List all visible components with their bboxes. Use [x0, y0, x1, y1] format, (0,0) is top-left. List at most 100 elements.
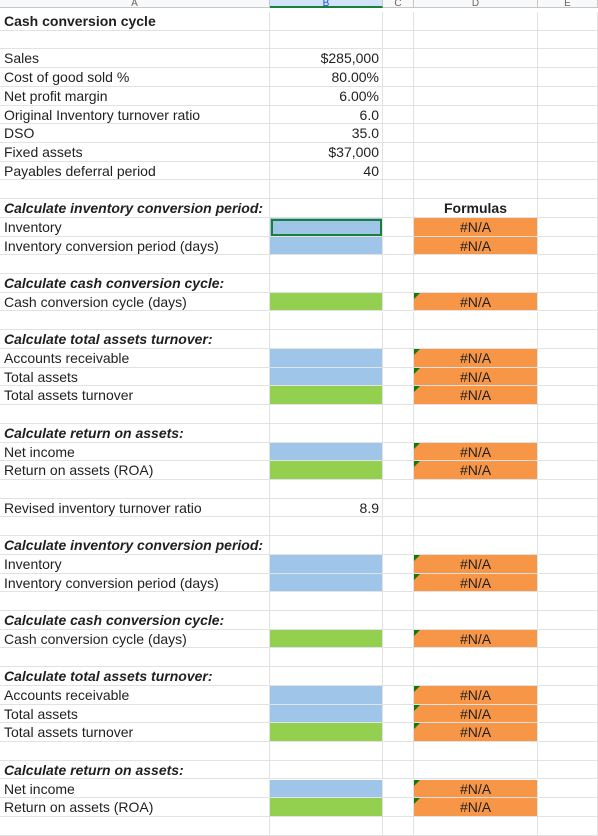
cell-spacer[interactable]	[383, 386, 414, 406]
cell-label[interactable]: Return on assets (ROA)	[0, 461, 270, 480]
cell-spacer[interactable]	[383, 536, 414, 555]
cell-label[interactable]: Cash conversion cycle (days)	[0, 629, 270, 649]
cell-formula[interactable]: #N/A	[414, 236, 538, 256]
cell-spacer[interactable]	[383, 105, 414, 125]
cell-value[interactable]	[270, 779, 383, 799]
cell-spacer[interactable]	[383, 405, 414, 424]
cell-label[interactable]: Cash conversion cycle (days)	[0, 292, 270, 312]
cell-spacer[interactable]	[383, 816, 414, 836]
cell-label[interactable]: Calculate cash conversion cycle:	[0, 274, 270, 293]
cell-empty[interactable]	[538, 12, 598, 31]
cell-value[interactable]: 80.00%	[270, 68, 383, 87]
cell-spacer[interactable]	[383, 68, 414, 87]
cell-formula[interactable]	[414, 760, 538, 780]
cell-label[interactable]: Accounts receivable	[0, 348, 270, 368]
cell-value[interactable]	[270, 386, 383, 406]
cell-formula[interactable]	[414, 648, 538, 668]
cell-value[interactable]	[270, 348, 383, 368]
cell-empty[interactable]	[538, 348, 598, 368]
cell-empty[interactable]	[538, 330, 598, 349]
cell-empty[interactable]	[538, 573, 598, 593]
cell-value[interactable]	[270, 30, 383, 50]
cell-formula[interactable]	[414, 12, 538, 31]
cell-value[interactable]	[270, 442, 383, 462]
cell-empty[interactable]	[538, 554, 598, 574]
cell-label[interactable]: Total assets	[0, 704, 270, 724]
cell-formula[interactable]	[414, 49, 538, 69]
cell-label[interactable]: Inventory conversion period (days)	[0, 573, 270, 593]
cell-label[interactable]: Original Inventory turnover ratio	[0, 105, 270, 125]
cell-formula[interactable]	[414, 611, 538, 630]
cell-spacer[interactable]	[383, 217, 414, 237]
cell-value[interactable]	[270, 199, 383, 218]
cell-formula[interactable]	[414, 86, 538, 106]
cell-formula[interactable]	[414, 423, 538, 443]
cell-spacer[interactable]	[383, 180, 414, 200]
cell-spacer[interactable]	[383, 742, 414, 761]
cell-empty[interactable]	[538, 405, 598, 424]
cell-spacer[interactable]	[383, 480, 414, 499]
cell-value[interactable]	[270, 236, 383, 256]
cell-empty[interactable]	[538, 386, 598, 406]
column-header-e[interactable]: E	[538, 0, 598, 8]
cell-formula[interactable]	[414, 143, 538, 162]
cell-empty[interactable]	[538, 611, 598, 630]
cell-label[interactable]	[0, 517, 270, 537]
cell-spacer[interactable]	[383, 798, 414, 817]
cell-spacer[interactable]	[383, 292, 414, 312]
cell-empty[interactable]	[538, 498, 598, 518]
cell-label[interactable]: Sales	[0, 49, 270, 69]
cell-empty[interactable]	[538, 180, 598, 200]
cell-empty[interactable]	[538, 236, 598, 256]
cell-spacer[interactable]	[383, 554, 414, 574]
cell-formula[interactable]	[414, 330, 538, 349]
cell-spacer[interactable]	[383, 274, 414, 293]
cell-empty[interactable]	[538, 217, 598, 237]
cell-label[interactable]: Payables deferral period	[0, 161, 270, 181]
cell-value[interactable]	[270, 648, 383, 668]
cell-value[interactable]: 8.9	[270, 498, 383, 518]
cell-value[interactable]	[270, 629, 383, 649]
cell-empty[interactable]	[538, 685, 598, 705]
cell-label[interactable]: Calculate inventory conversion period:	[0, 199, 270, 218]
cell-spacer[interactable]	[383, 704, 414, 724]
column-header-a[interactable]: A	[0, 0, 270, 8]
cell-value[interactable]	[270, 180, 383, 200]
cell-formula[interactable]: #N/A	[414, 779, 538, 799]
cell-empty[interactable]	[538, 367, 598, 387]
cell-formula[interactable]	[414, 274, 538, 293]
cell-value[interactable]	[270, 742, 383, 761]
cell-spacer[interactable]	[383, 348, 414, 368]
cell-formula[interactable]: #N/A	[414, 554, 538, 574]
cell-formula[interactable]	[414, 161, 538, 181]
cell-label[interactable]	[0, 480, 270, 499]
cell-label[interactable]: Total assets	[0, 367, 270, 387]
cell-formula[interactable]	[414, 592, 538, 611]
cell-formula[interactable]: #N/A	[414, 442, 538, 462]
cell-spacer[interactable]	[383, 124, 414, 143]
cell-spacer[interactable]	[383, 423, 414, 443]
cell-label[interactable]: Revised inventory turnover ratio	[0, 498, 270, 518]
cell-empty[interactable]	[538, 461, 598, 480]
cell-spacer[interactable]	[383, 199, 414, 218]
cell-empty[interactable]	[538, 760, 598, 780]
cell-value[interactable]	[270, 292, 383, 312]
cell-spacer[interactable]	[383, 461, 414, 480]
cell-spacer[interactable]	[383, 760, 414, 780]
cell-spacer[interactable]	[383, 611, 414, 630]
cell-spacer[interactable]	[383, 573, 414, 593]
cell-value[interactable]	[270, 274, 383, 293]
cell-empty[interactable]	[538, 648, 598, 668]
cell-empty[interactable]	[538, 592, 598, 611]
cell-label[interactable]: Total assets turnover	[0, 386, 270, 406]
cell-value[interactable]	[270, 798, 383, 817]
cell-empty[interactable]	[538, 161, 598, 181]
cell-value[interactable]	[270, 367, 383, 387]
column-header-c[interactable]: C	[383, 0, 414, 8]
cell-value[interactable]: $285,000	[270, 49, 383, 69]
cell-value[interactable]	[270, 816, 383, 836]
cell-value[interactable]	[270, 536, 383, 555]
cell-label[interactable]	[0, 816, 270, 836]
cell-formula[interactable]: #N/A	[414, 386, 538, 406]
cell-formula[interactable]: #N/A	[414, 217, 538, 237]
